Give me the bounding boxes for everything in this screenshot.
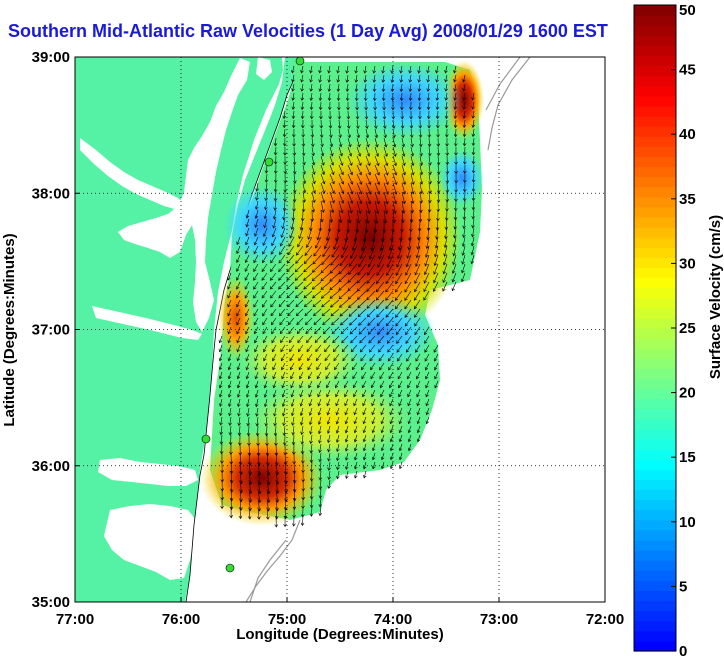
bathymetry-contour	[485, 57, 521, 111]
grid-lines	[75, 57, 605, 602]
potomac-river	[80, 138, 184, 210]
bathymetry-contour	[249, 539, 287, 602]
x-tick-label: 72:00	[586, 611, 624, 628]
albemarle-sound	[98, 458, 198, 486]
bathymetry-contour	[487, 57, 531, 151]
velocity-arrows	[218, 65, 476, 528]
x-tick-label: 74:00	[374, 611, 412, 628]
delaware-bay	[256, 57, 272, 80]
y-axis: 39:00 38:00 37:00 36:00 35:00	[32, 49, 80, 611]
radar-site-marker	[264, 157, 274, 167]
chesapeake-bay	[118, 58, 250, 332]
radar-site-marker	[225, 563, 235, 573]
velocity-vectors	[218, 65, 476, 528]
x-tick-label: 77:00	[56, 611, 94, 628]
y-tick-label: 38:00	[32, 185, 70, 202]
y-axis-title: Latitude (Degrees:Minutes)	[1, 233, 18, 426]
y-tick-label: 36:00	[32, 458, 70, 475]
slow-zone-west	[224, 185, 300, 265]
x-axis: 77:00 76:00 75:00 74:00 73:00 72:00	[56, 597, 624, 628]
x-tick-label: 73:00	[480, 611, 518, 628]
eddy-core-north	[278, 138, 462, 338]
y-tick-label: 39:00	[32, 49, 70, 66]
x-tick-label: 76:00	[162, 611, 200, 628]
y-tick-label: 35:00	[32, 594, 70, 611]
radar-site-marker	[295, 56, 305, 66]
radar-site-marker	[201, 434, 211, 444]
x-tick-label: 75:00	[268, 611, 306, 628]
x-axis-title: Longitude (Degrees:Minutes)	[236, 626, 444, 643]
slow-zone-east	[440, 150, 484, 206]
coastline	[185, 57, 301, 602]
y-tick-label: 37:00	[32, 322, 70, 339]
james-river	[92, 306, 202, 340]
slow-zone-north	[347, 62, 463, 138]
pamlico-sound	[104, 504, 196, 580]
chart-title: Southern Mid-Atlantic Raw Velocities (1 …	[8, 21, 608, 41]
moderate-zone-south	[250, 380, 410, 460]
